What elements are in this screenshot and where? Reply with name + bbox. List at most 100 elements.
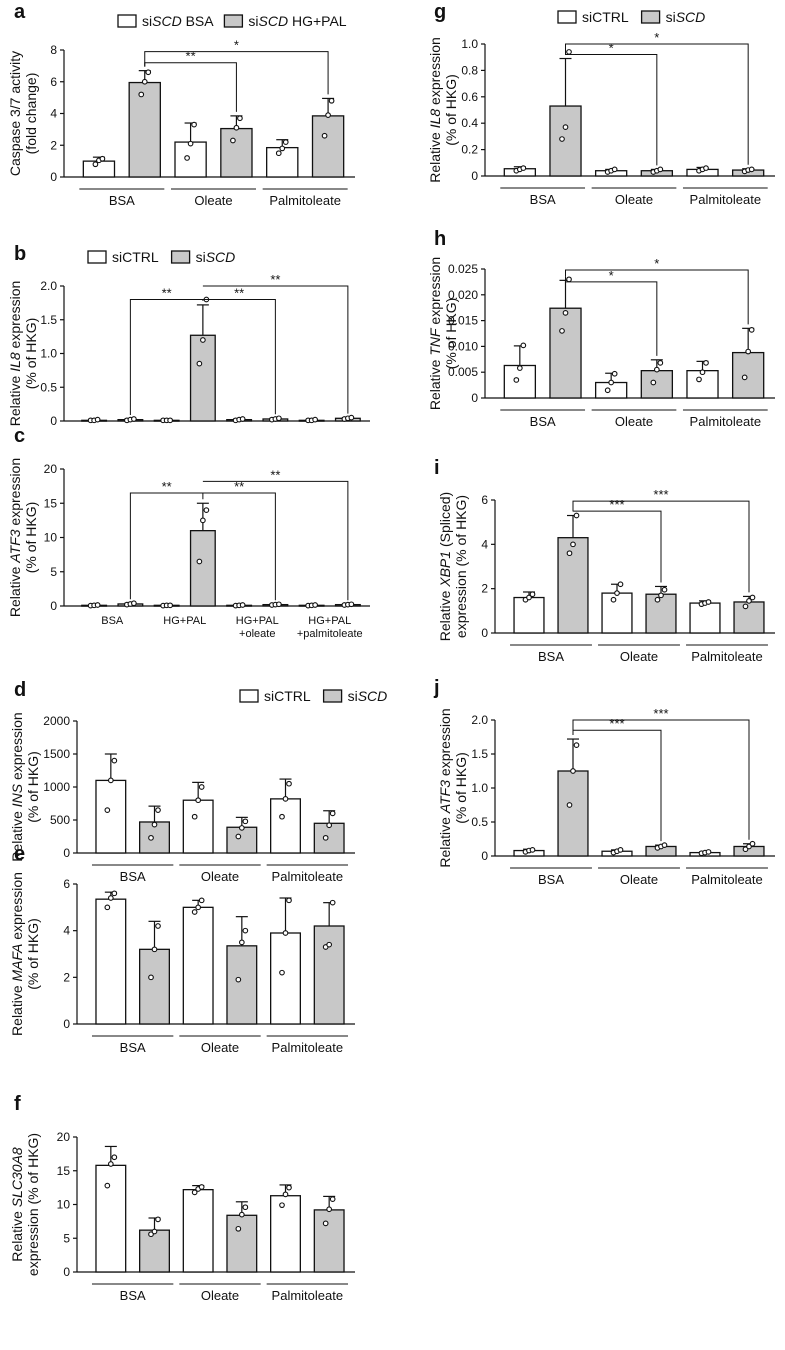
data-point (141, 78, 148, 85)
bar (182, 799, 214, 854)
data-point (191, 813, 198, 820)
data-point (658, 592, 664, 599)
y-tick-label: 4 (50, 107, 57, 121)
y-tick-label: 1.5 (40, 313, 57, 327)
bar (270, 1195, 301, 1273)
x-group-label: Palmitoleate (691, 649, 763, 664)
y-tick-label: 0.5 (471, 815, 488, 829)
data-point (661, 586, 668, 593)
significance-bracket (202, 285, 349, 414)
panel-i: i 0 2 4 6 Relative XBP1 (Spliced) expression (… (434, 457, 775, 664)
y-axis-label: Relative MAFA expression (9, 872, 25, 1036)
bar (174, 141, 207, 178)
data-point (131, 416, 137, 422)
bar (128, 81, 161, 178)
y-axis-label-part: Relative (7, 563, 23, 617)
significance-label: ** (270, 467, 280, 482)
data-point (570, 768, 576, 774)
x-group-label: Palmitoleate (690, 414, 762, 429)
data-point (155, 1216, 161, 1223)
data-point (348, 414, 355, 421)
y-axis-label-part: XBP1 (437, 551, 453, 588)
data-point (196, 360, 203, 367)
y-tick-label: 1000 (43, 780, 70, 794)
significance-bracket (565, 269, 749, 325)
y-axis-label: Relative SLC30A8 (9, 1147, 25, 1262)
significance-bracket (572, 500, 750, 593)
legend-label-part: HG+PAL (288, 13, 347, 29)
panel-c: c 0 5 10 15 20 Relative ATF3 expression(% of H… (7, 425, 370, 640)
data-point (104, 807, 111, 813)
y-axis-label-part: Relative (427, 128, 443, 182)
y-axis-label-part: SLC30A8 (9, 1147, 25, 1207)
y-axis-label: Relative IL8 expression (7, 281, 23, 427)
y-tick-label: 20 (57, 1130, 71, 1144)
data-point (529, 591, 536, 598)
data-point (657, 360, 664, 366)
data-point (203, 507, 210, 513)
bar (95, 898, 127, 1025)
y-axis-label-part: INS (9, 783, 25, 807)
data-point (696, 376, 702, 383)
data-point (238, 1211, 245, 1218)
data-point (703, 165, 709, 171)
x-group-label: BSA (530, 414, 556, 429)
y-axis-label-part: Relative (9, 981, 25, 1035)
data-point (242, 927, 249, 934)
data-point (187, 140, 194, 147)
bar (139, 1229, 170, 1273)
legend-label-part: siCTRL (112, 249, 159, 265)
y-tick-label: 0 (63, 1265, 70, 1279)
bar (601, 592, 633, 634)
data-point (233, 124, 240, 131)
data-point (94, 602, 101, 608)
x-group-label: Palmitoleate (269, 193, 341, 208)
data-point (749, 840, 756, 847)
bar (549, 105, 582, 177)
data-point (131, 600, 137, 607)
bar (266, 146, 299, 178)
data-point (198, 897, 205, 904)
y-tick-label: 0.010 (448, 339, 478, 353)
data-point (279, 145, 286, 152)
bar (226, 945, 258, 1025)
y-tick-label: 0.8 (461, 63, 478, 77)
data-point (562, 310, 569, 316)
panel-a: a 0 2 4 6 8 Caspase 3/7 activity (fold change) B… (7, 1, 355, 208)
significance-label: *** (653, 487, 668, 502)
y-axis-label-part: expression (9, 872, 25, 944)
data-point (608, 379, 615, 386)
data-point (148, 834, 154, 841)
legend-label-part: siCTRL (582, 9, 629, 25)
data-point (617, 581, 624, 588)
data-point (111, 1154, 118, 1161)
legend-label: siCTRL (582, 9, 629, 25)
data-point (238, 825, 245, 831)
panel-e: e 0 2 4 6 Relative MAFA expression(% of HKG) B… (9, 843, 355, 1055)
y-axis-label-part: expression (7, 458, 23, 530)
data-point (276, 601, 282, 608)
data-point (242, 818, 249, 825)
panel-letter: f (14, 1093, 21, 1115)
legend-label-part: si (348, 688, 358, 704)
data-point (276, 415, 282, 422)
data-point (348, 601, 355, 608)
panel-letter: c (14, 425, 25, 447)
y-axis-label: Caspase 3/7 activity (7, 51, 23, 176)
legend-label: siSCD BSA (142, 13, 214, 29)
panel-b: b 0 0.5 1.0 1.5 2.0 Relative IL8 expression(% … (7, 243, 370, 428)
data-point (322, 834, 329, 841)
x-group-label: Oleate (615, 192, 653, 207)
data-point (653, 366, 660, 373)
legend-swatch (170, 250, 191, 264)
data-point (148, 974, 154, 981)
bar (313, 822, 345, 854)
y-tick-label: 15 (44, 496, 58, 510)
data-point (566, 550, 573, 557)
data-point (699, 369, 706, 376)
legend-swatch (322, 689, 343, 703)
data-point (749, 594, 756, 601)
bar (557, 537, 589, 634)
panel-letter: a (14, 1, 26, 23)
legend-label: siSCD (666, 9, 706, 25)
